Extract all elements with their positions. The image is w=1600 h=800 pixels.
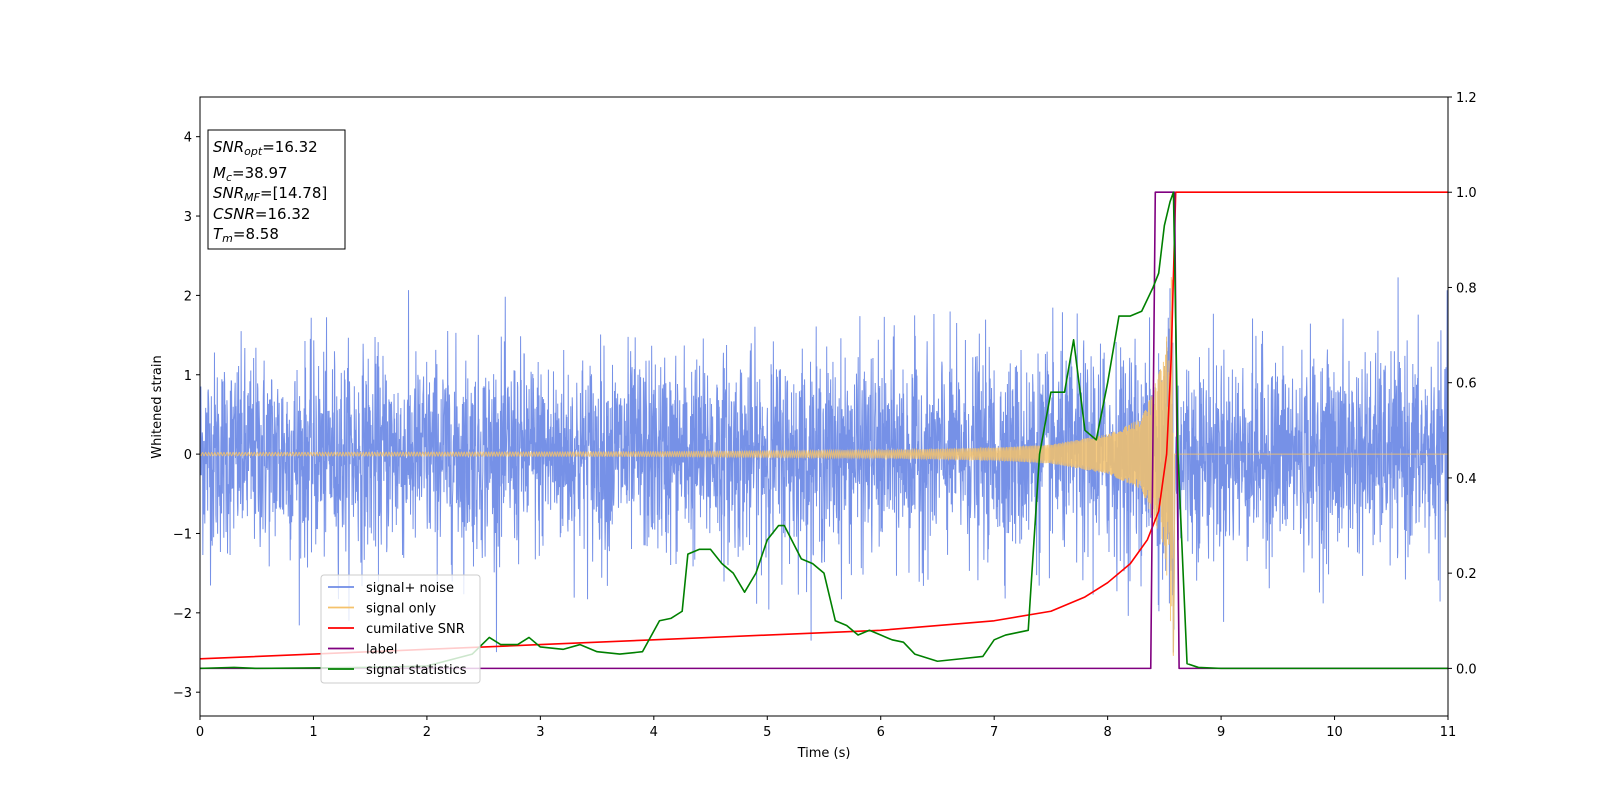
x-tick-label: 0 bbox=[196, 725, 204, 740]
legend-frame bbox=[320, 574, 481, 684]
x-axis: 0 1 2 3 4 5 6 7 8 9 10 11 bbox=[196, 716, 1456, 740]
info-tm: Tm=8.58 bbox=[213, 225, 279, 245]
x-tick-label: 8 bbox=[1103, 725, 1111, 740]
legend-signal-statistics: signal statistics bbox=[366, 663, 467, 678]
series-layer bbox=[200, 191, 1448, 670]
x-tick-label: 5 bbox=[763, 725, 771, 740]
legend: signal+ noise signal only cumilative SNR la… bbox=[320, 574, 481, 684]
legend-cumulative-snr: cumilative SNR bbox=[366, 622, 465, 637]
info-snr-mf: SNRMF=[14.78] bbox=[213, 184, 327, 204]
y2-tick-label: 1.0 bbox=[1456, 186, 1477, 201]
signal-noise-line bbox=[200, 277, 1448, 653]
y-tick-label: 4 bbox=[184, 131, 192, 146]
y2-tick-label: 1.2 bbox=[1456, 91, 1477, 106]
x-tick-label: 6 bbox=[877, 725, 885, 740]
info-box: SNRopt=16.32 Mc=38.97SNRMF=[14.78]CSNR=16… bbox=[207, 129, 346, 250]
legend-label: label bbox=[366, 643, 397, 658]
y-tick-label: 0 bbox=[184, 448, 192, 463]
y2-tick-label: 0.6 bbox=[1456, 377, 1477, 392]
y-axis-label: Whitened strain bbox=[150, 355, 165, 458]
y-axis-left: −3 −2 −1 0 1 2 3 4 bbox=[173, 131, 200, 701]
x-tick-label: 4 bbox=[650, 725, 658, 740]
plot-frame bbox=[199, 96, 1449, 717]
plot-area bbox=[199, 96, 1449, 717]
signal-only-line bbox=[200, 277, 1448, 656]
signal-statistics-line bbox=[200, 191, 1448, 670]
info-mc: Mc=38.97 bbox=[213, 164, 288, 184]
y-tick-label: 3 bbox=[184, 210, 192, 225]
y-tick-label: 1 bbox=[184, 369, 192, 384]
info-snr-opt: SNRopt=16.32 bbox=[213, 138, 318, 158]
x-tick-label: 11 bbox=[1440, 725, 1457, 740]
y-tick-label: −3 bbox=[173, 686, 192, 701]
x-tick-label: 7 bbox=[990, 725, 998, 740]
y-tick-label: −2 bbox=[173, 607, 192, 622]
info-box-frame bbox=[207, 129, 346, 250]
y-axis-right: 0.0 0.2 0.4 0.6 0.8 1.0 1.2 bbox=[1448, 91, 1477, 677]
y2-tick-label: 0.8 bbox=[1456, 281, 1477, 296]
legend-signal-noise: signal+ noise bbox=[366, 581, 454, 596]
cumulative-snr-line bbox=[200, 191, 1448, 660]
info-csnr: CSNR=16.32 bbox=[213, 205, 310, 223]
y2-tick-label: 0.4 bbox=[1456, 472, 1477, 487]
x-tick-label: 2 bbox=[423, 725, 431, 740]
x-tick-label: 9 bbox=[1217, 725, 1225, 740]
x-tick-label: 1 bbox=[309, 725, 317, 740]
y2-tick-label: 0.0 bbox=[1456, 662, 1477, 677]
x-tick-label: 3 bbox=[536, 725, 544, 740]
x-tick-label: 10 bbox=[1326, 725, 1343, 740]
x-axis-label: Time (s) bbox=[797, 746, 851, 761]
y-tick-label: −1 bbox=[173, 527, 192, 542]
legend-signal-only: signal only bbox=[366, 602, 436, 617]
y2-tick-label: 0.2 bbox=[1456, 567, 1477, 582]
y-tick-label: 2 bbox=[184, 289, 192, 304]
